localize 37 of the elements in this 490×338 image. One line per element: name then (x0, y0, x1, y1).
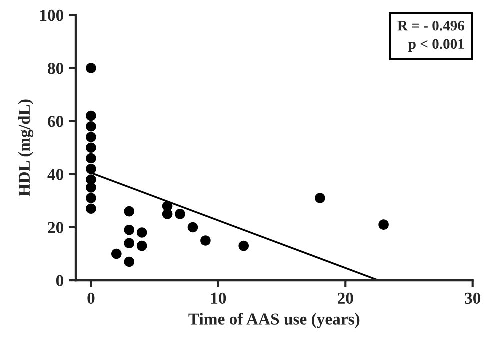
y-tick-label: 80 (48, 62, 64, 74)
point (188, 222, 198, 233)
point (136, 240, 148, 252)
point (86, 110, 96, 122)
y-axis-title: HDL (mg/dL) (18, 100, 34, 196)
point (124, 206, 135, 217)
point (315, 193, 326, 204)
point (162, 209, 173, 220)
point (86, 193, 96, 204)
y-tick-label: 40 (48, 169, 64, 180)
y-tick-label: 100 (40, 10, 64, 22)
y-tick-label: 0 (56, 275, 64, 286)
point (124, 256, 135, 268)
point (86, 132, 96, 142)
point (112, 248, 122, 260)
point (136, 228, 148, 238)
point (200, 236, 211, 246)
point (175, 209, 186, 220)
y-tick-label: 60 (48, 116, 64, 128)
point (378, 220, 389, 230)
point (86, 122, 96, 132)
x-axis-title: Time of AAS use (years) (188, 313, 360, 328)
x-tick-label: 30 (465, 292, 481, 304)
y-tick-label: 20 (48, 222, 64, 234)
point (86, 164, 96, 174)
point (124, 238, 135, 249)
x-tick-label: 10 (211, 292, 226, 304)
x-tick-label: 20 (338, 292, 354, 304)
annotation: R = - 0.496 p < 0.001 (398, 20, 464, 52)
point (86, 63, 96, 74)
point (86, 182, 96, 193)
point (238, 240, 250, 252)
point (86, 142, 96, 154)
point (86, 153, 96, 164)
point (124, 224, 135, 236)
x-tick-label: 0 (88, 292, 95, 304)
point (86, 204, 96, 214)
